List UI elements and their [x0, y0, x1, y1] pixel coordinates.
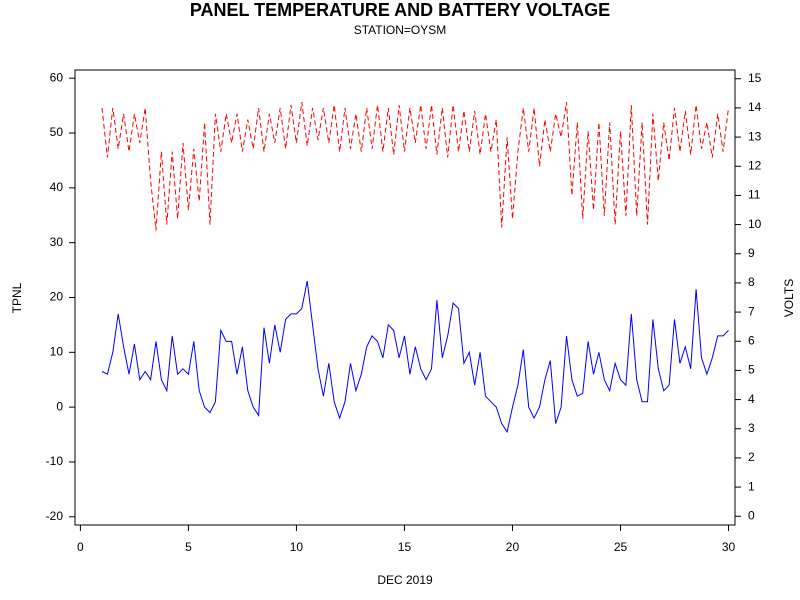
- chart-title: PANEL TEMPERATURE AND BATTERY VOLTAGE: [190, 0, 610, 20]
- y2-tick-label: 12: [748, 158, 762, 172]
- data-line: [101, 281, 729, 434]
- y2-tick-label: 5: [748, 363, 755, 377]
- y-tick-label: 60: [50, 70, 64, 84]
- x-tick-label: 20: [506, 540, 520, 554]
- x-tick-label: 10: [290, 540, 304, 554]
- y-tick-label: 20: [50, 290, 64, 304]
- x-tick-label: 25: [614, 540, 628, 554]
- y-tick-label: 0: [56, 399, 63, 413]
- y2-tick-label: 10: [748, 217, 762, 231]
- y2-tick-label: 3: [748, 421, 755, 435]
- y-tick-label: 50: [50, 125, 64, 139]
- y2-tick-label: 14: [748, 100, 762, 114]
- y-tick-label: -10: [46, 454, 64, 468]
- y2-axis-label: VOLTS: [782, 279, 796, 317]
- data-line: [101, 102, 729, 231]
- chart-subtitle: STATION=OYSM: [354, 23, 447, 37]
- y2-tick-label: 4: [748, 392, 755, 406]
- x-tick-label: 0: [77, 540, 84, 554]
- x-tick-label: 15: [398, 540, 412, 554]
- y2-tick-label: 7: [748, 304, 755, 318]
- y2-tick-label: 2: [748, 450, 755, 464]
- y-tick-label: 30: [50, 235, 64, 249]
- y2-tick-label: 11: [748, 188, 761, 202]
- y-axis-label: TPNL: [10, 282, 24, 313]
- y2-tick-label: 8: [748, 275, 755, 289]
- y2-tick-label: 13: [748, 129, 762, 143]
- x-tick-label: 5: [185, 540, 192, 554]
- y2-tick-label: 1: [748, 479, 755, 493]
- x-tick-label: 30: [722, 540, 736, 554]
- y-tick-label: 10: [50, 344, 64, 358]
- y2-tick-label: 0: [748, 508, 755, 522]
- x-axis-label: DEC 2019: [377, 573, 433, 587]
- y-tick-label: -20: [46, 509, 64, 523]
- y2-tick-label: 6: [748, 333, 755, 347]
- plot-frame: [74, 69, 736, 526]
- y2-tick-label: 15: [748, 71, 762, 85]
- y2-tick-label: 9: [748, 246, 755, 260]
- y-tick-label: 40: [50, 180, 64, 194]
